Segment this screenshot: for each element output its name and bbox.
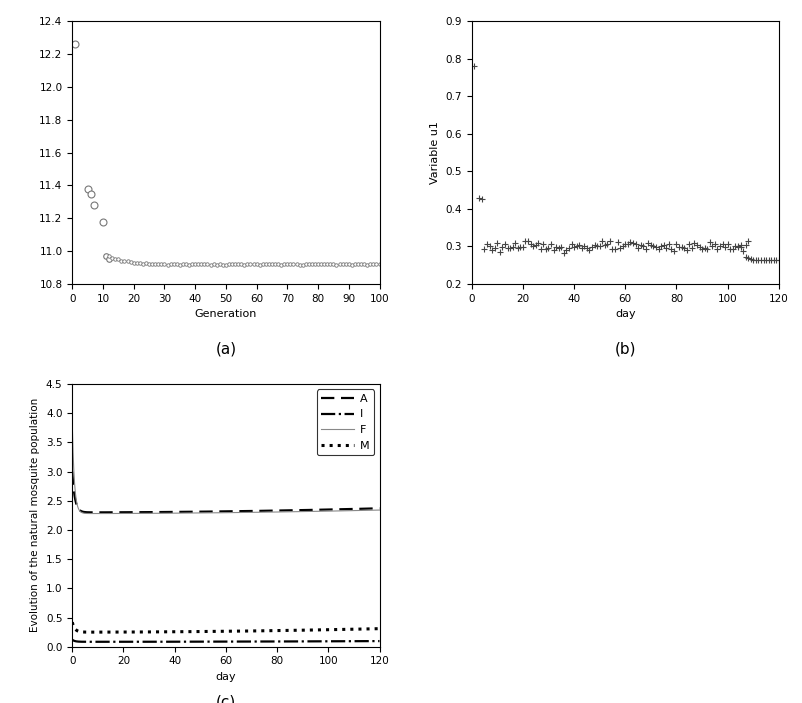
Text: (b): (b) [614,342,635,357]
A [366,504,375,512]
M [217,627,226,636]
M [87,628,97,636]
I [83,638,93,646]
M [366,625,375,633]
I [209,638,218,646]
I [67,636,77,644]
F [309,507,318,515]
Y-axis label: Variable u1: Variable u1 [429,121,439,184]
I [87,638,97,646]
X-axis label: day: day [614,309,635,319]
Text: (c): (c) [216,694,236,703]
A [309,505,318,514]
A [83,508,93,517]
F [83,509,93,517]
M [375,624,384,633]
Line: I: I [72,640,379,642]
A [217,507,226,515]
A [375,504,384,512]
Legend: A, I, F, M: A, I, F, M [316,389,374,455]
Text: (a): (a) [215,342,236,357]
A [67,467,77,476]
F [217,508,226,517]
I [309,637,318,645]
A [366,504,375,512]
X-axis label: day: day [215,672,236,682]
M [67,618,77,626]
Line: F: F [72,425,379,514]
Line: M: M [72,622,379,632]
M [366,625,375,633]
F [375,506,384,515]
F [366,506,375,515]
I [375,637,384,645]
F [366,506,375,515]
I [217,638,226,646]
F [209,508,218,517]
F [67,420,77,429]
M [309,626,318,634]
M [209,627,218,636]
F [89,510,99,518]
I [366,637,375,645]
A [209,508,218,516]
Y-axis label: Evolution of the natural mosquite population: Evolution of the natural mosquite popula… [30,398,40,633]
I [366,637,375,645]
Line: A: A [72,472,379,512]
A [91,508,100,517]
M [83,628,93,636]
X-axis label: Generation: Generation [194,309,257,319]
